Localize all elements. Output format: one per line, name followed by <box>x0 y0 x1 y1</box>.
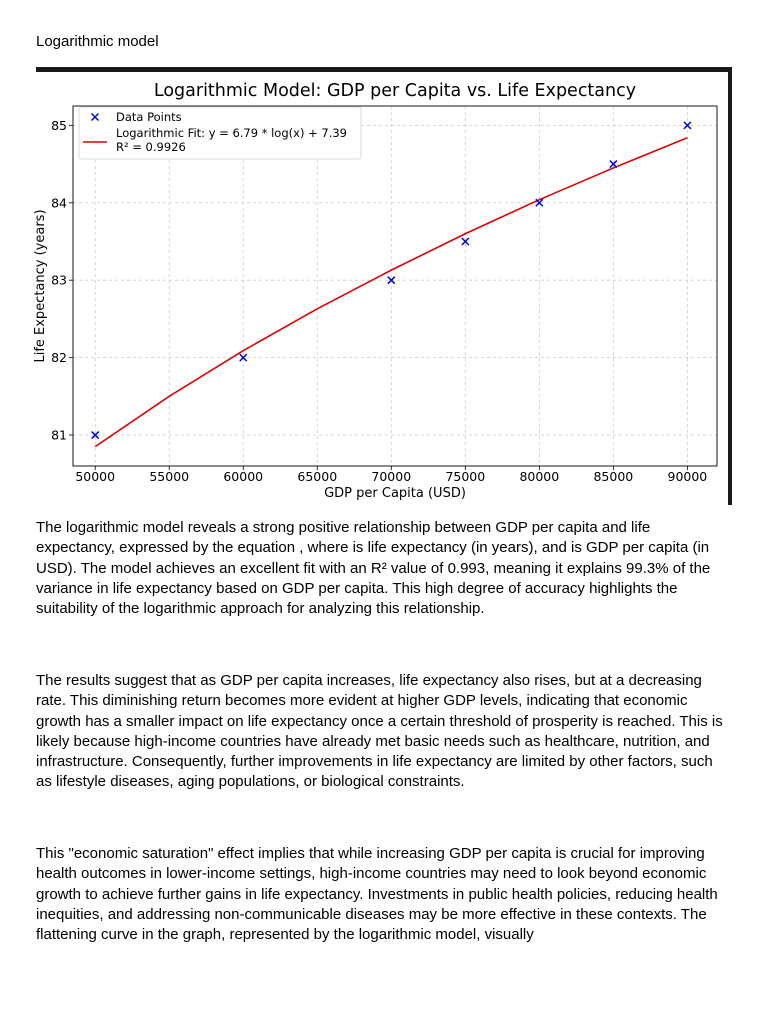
x-tick-label: 55000 <box>149 469 189 484</box>
legend-marker-data-points <box>90 112 100 122</box>
data-point <box>239 353 248 362</box>
legend-label-fit-r2: R² = 0.9926 <box>116 140 186 154</box>
x-tick-label: 70000 <box>371 469 411 484</box>
legend-label-fit: Logarithmic Fit: y = 6.79 * log(x) + 7.3… <box>116 126 347 140</box>
paragraph-1: The logarithmic model reveals a strong p… <box>36 519 711 618</box>
paragraph-3: This "economic saturation" effect implie… <box>36 845 718 944</box>
paragraph-2: The results suggest that as GDP per capi… <box>36 672 723 791</box>
chart-frame: 50000 55000 60000 65000 70000 75000 80000 85000… <box>33 67 732 505</box>
data-point <box>535 198 544 207</box>
x-tick-label: 90000 <box>668 469 708 484</box>
x-tick-label: 50000 <box>75 469 115 484</box>
data-point <box>91 431 100 440</box>
y-tick-label: 81 <box>51 428 67 443</box>
x-tick-label: 80000 <box>519 469 559 484</box>
x-tick-label: 60000 <box>223 469 263 484</box>
document-heading: Logarithmic model <box>36 33 159 50</box>
data-point <box>683 121 692 130</box>
y-tick-label: 84 <box>51 195 67 210</box>
y-tick-label: 83 <box>51 273 67 288</box>
legend-label-data-points: Data Points <box>116 110 182 124</box>
y-tick-label: 85 <box>51 118 67 133</box>
data-point <box>387 276 396 285</box>
chart-title: Logarithmic Model: GDP per Capita vs. Li… <box>154 81 636 101</box>
legend-box <box>78 106 362 160</box>
x-tick-label: 85000 <box>593 469 633 484</box>
data-point <box>461 237 470 246</box>
data-point <box>609 160 618 169</box>
x-axis-label: GDP per Capita (USD) <box>324 486 466 501</box>
x-tick-label: 65000 <box>297 469 337 484</box>
y-tick-label: 82 <box>51 350 67 365</box>
x-tick-label: 75000 <box>445 469 485 484</box>
log-model-chart: 50000 55000 60000 65000 70000 75000 80000 85000… <box>33 81 718 501</box>
plot-area-border <box>72 105 718 467</box>
y-axis-label: Life Expectancy (years) <box>33 209 48 362</box>
fit-line <box>94 136 688 448</box>
